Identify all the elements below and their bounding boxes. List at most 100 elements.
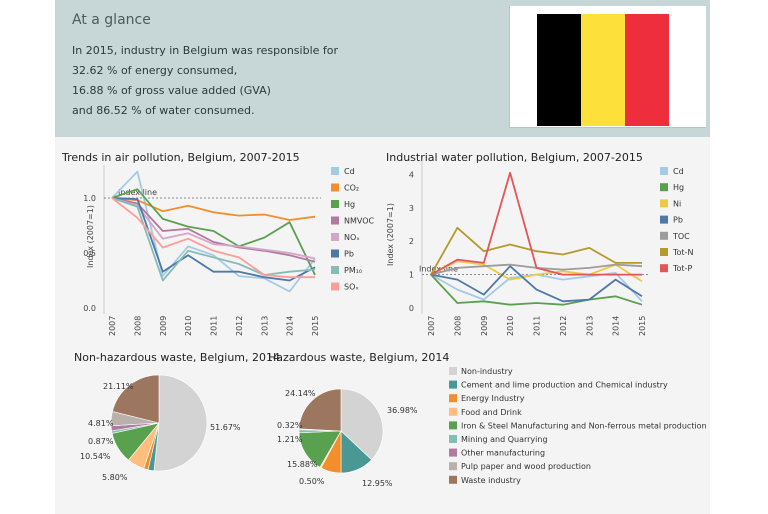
flag-stripe-red bbox=[625, 14, 669, 126]
water-legend-label: Tot-P bbox=[672, 264, 692, 273]
water-legend-label: TOC bbox=[672, 232, 690, 241]
water-value: 86.52 % bbox=[96, 104, 142, 117]
air-legend-swatch bbox=[331, 249, 339, 258]
water-x-tick: 2007 bbox=[427, 316, 436, 336]
water-y-label: Index (2007=1) bbox=[386, 203, 395, 266]
gva-text: of gross value added (GVA) bbox=[117, 84, 271, 97]
air-legend-swatch bbox=[331, 233, 339, 241]
water-y-tick: 0 bbox=[409, 304, 414, 313]
waste-legend-swatch bbox=[449, 462, 457, 471]
air-legend-swatch bbox=[331, 216, 339, 225]
water-y-tick: 4 bbox=[409, 170, 414, 179]
summary-water: and 86.52 % of water consumed. bbox=[72, 101, 338, 121]
gva-value: 16.88 % bbox=[72, 84, 118, 97]
water-x-tick: 2010 bbox=[506, 316, 515, 336]
water-prefix: and bbox=[72, 104, 97, 117]
haz-slice-label: 0.50% bbox=[299, 477, 325, 486]
nonhaz-slice bbox=[112, 374, 160, 424]
waste-legend-label: Food and Drink bbox=[461, 408, 522, 417]
air-series-cd bbox=[111, 170, 316, 293]
waste-legend-label: Other manufacturing bbox=[461, 449, 545, 458]
summary-gva: 16.88 % of gross value added (GVA) bbox=[72, 81, 338, 101]
air-legend-label: Hg bbox=[344, 200, 355, 209]
water-legend-swatch bbox=[660, 231, 668, 240]
water-legend-label: Cd bbox=[673, 167, 684, 176]
water-x-tick: 2014 bbox=[612, 316, 621, 336]
haz-slice-label: 36.98% bbox=[387, 406, 418, 415]
haz-slice bbox=[340, 388, 384, 461]
waste-legend-label: Pulp paper and wood production bbox=[461, 462, 591, 471]
air-legend-swatch bbox=[331, 167, 339, 175]
water-legend-label: Hg bbox=[673, 183, 684, 192]
air-x-tick: 2012 bbox=[235, 316, 244, 336]
water-series-pb bbox=[430, 265, 643, 303]
water-series-totp bbox=[430, 171, 642, 276]
waste-legend: Non-industry Cement and lime production a… bbox=[449, 367, 707, 485]
air-legend-swatch bbox=[331, 183, 339, 192]
waste-legend-swatch bbox=[449, 475, 457, 484]
water-y-tick: 2 bbox=[409, 237, 414, 246]
waste-legend-swatch bbox=[449, 435, 457, 443]
air-legend-label: NOₓ bbox=[344, 233, 360, 242]
air-legend-label: NMVOC bbox=[344, 217, 375, 226]
waste-legend-swatch bbox=[449, 448, 457, 457]
air-series-pm bbox=[111, 197, 316, 282]
water-series-ni bbox=[430, 260, 643, 283]
energy-text: of energy consumed, bbox=[117, 64, 238, 77]
air-x-tick: 2008 bbox=[133, 316, 142, 336]
air-legend-swatch bbox=[331, 282, 339, 291]
air-x-tick: 2015 bbox=[311, 316, 320, 336]
air-x-tick: 2013 bbox=[260, 316, 269, 336]
waste-legend-swatch bbox=[449, 380, 457, 389]
nonhaz-slice-label: 10.54% bbox=[80, 452, 111, 461]
water-legend-swatch bbox=[660, 183, 668, 192]
waste-legend-label: Mining and Quarrying bbox=[461, 435, 548, 444]
water-legend-swatch bbox=[660, 248, 668, 256]
summary-intro: In 2015, industry in Belgium was respons… bbox=[72, 44, 339, 57]
water-x-tick: 2012 bbox=[559, 316, 568, 336]
air-y-tick: 1.0 bbox=[83, 194, 96, 203]
water-index-label: Index line bbox=[419, 265, 458, 274]
air-legend-label: SOₓ bbox=[344, 283, 359, 292]
flag-stripe-yellow bbox=[581, 14, 625, 126]
water-x-tick: 2008 bbox=[453, 316, 462, 336]
air-y-tick: 0.5 bbox=[83, 249, 96, 258]
waste-legend-swatch bbox=[449, 421, 457, 430]
nonhaz-chart: Non-hazardous waste, Belgium, 2014 51.67%… bbox=[74, 351, 280, 482]
waste-legend-label: Energy Industry bbox=[461, 394, 525, 403]
air-x-tick: 2009 bbox=[159, 316, 168, 336]
nonhaz-slice bbox=[153, 374, 208, 472]
haz-slice-label: 12.95% bbox=[362, 479, 393, 488]
nonhaz-slice-label: 0.87% bbox=[88, 437, 114, 446]
air-title: Trends in air pollution, Belgium, 2007-2… bbox=[61, 151, 300, 164]
water-series-totn bbox=[430, 226, 642, 276]
air-y-label: Index (2007=1) bbox=[86, 205, 95, 268]
nonhaz-title: Non-hazardous waste, Belgium, 2014 bbox=[74, 351, 280, 364]
air-legend-swatch bbox=[331, 266, 339, 274]
belgium-flag bbox=[509, 6, 706, 128]
air-series-pb bbox=[111, 197, 316, 282]
air-series-no bbox=[111, 197, 316, 260]
nonhaz-slice-label: 21.11% bbox=[103, 382, 134, 391]
water-x-tick: 2009 bbox=[480, 316, 489, 336]
air-x-tick: 2011 bbox=[210, 316, 219, 336]
air-series-nmvoc bbox=[111, 197, 316, 263]
waste-legend-label: Non-industry bbox=[461, 367, 513, 376]
water-legend-swatch bbox=[660, 264, 668, 273]
water-title: Industrial water pollution, Belgium, 200… bbox=[386, 151, 643, 164]
nonhaz-slice-label: 5.80% bbox=[102, 473, 128, 482]
air-legend-swatch bbox=[331, 200, 339, 208]
at-a-glance-panel: At a glance In 2015, industry in Belgium… bbox=[55, 0, 710, 137]
glance-summary: In 2015, industry in Belgium was respons… bbox=[72, 41, 338, 121]
waste-legend-label: Iron & Steel Manufacturing and Non-ferro… bbox=[461, 421, 707, 430]
air-y-tick: 0.0 bbox=[83, 304, 96, 313]
air-legend-label: Pb bbox=[344, 250, 354, 259]
air-series-so bbox=[111, 197, 315, 279]
air-legend-label: Cd bbox=[344, 167, 355, 176]
water-legend-label: Tot-N bbox=[672, 248, 693, 257]
haz-slice-label: 15.88% bbox=[287, 460, 318, 469]
water-x-tick: 2015 bbox=[638, 316, 647, 336]
water-legend-label: Pb bbox=[673, 216, 683, 225]
air-legend-label: PM₁₀ bbox=[344, 266, 362, 275]
waste-legend-label: Waste industry bbox=[461, 476, 521, 485]
